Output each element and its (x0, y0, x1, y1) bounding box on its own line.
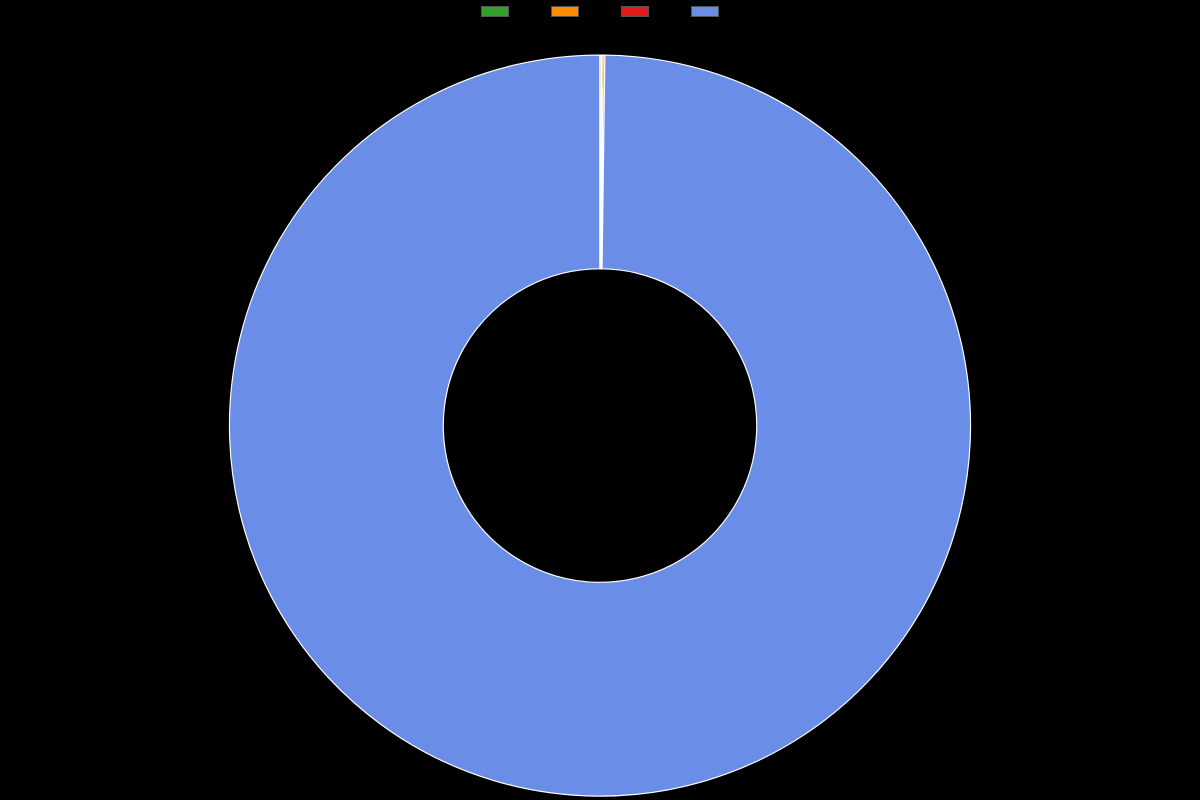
legend-item-1 (551, 6, 579, 17)
legend (0, 6, 1200, 17)
chart-container (0, 0, 1200, 800)
legend-item-2 (621, 6, 649, 17)
legend-item-0 (481, 6, 509, 17)
chart-area (0, 26, 1200, 800)
legend-swatch-1 (551, 6, 579, 17)
legend-swatch-0 (481, 6, 509, 17)
legend-item-3 (691, 6, 719, 17)
donut-chart (0, 26, 1200, 800)
legend-swatch-2 (621, 6, 649, 17)
legend-swatch-3 (691, 6, 719, 17)
